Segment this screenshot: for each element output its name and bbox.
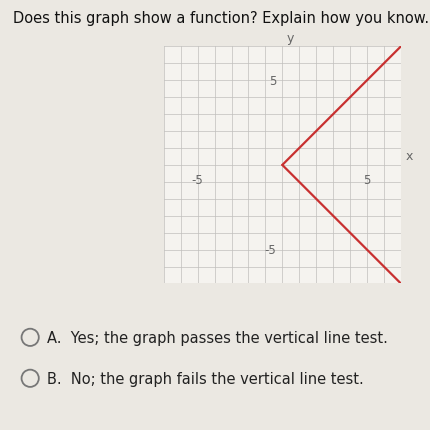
Text: 5: 5 xyxy=(268,74,276,88)
Text: -5: -5 xyxy=(191,174,203,187)
Text: B.  No; the graph fails the vertical line test.: B. No; the graph fails the vertical line… xyxy=(46,371,362,386)
Text: -5: -5 xyxy=(264,243,276,257)
Text: 5: 5 xyxy=(362,174,370,187)
Text: Does this graph show a function? Explain how you know.: Does this graph show a function? Explain… xyxy=(13,11,428,26)
Text: x: x xyxy=(405,150,412,163)
Text: A.  Yes; the graph passes the vertical line test.: A. Yes; the graph passes the vertical li… xyxy=(46,330,387,345)
Text: y: y xyxy=(286,32,293,45)
